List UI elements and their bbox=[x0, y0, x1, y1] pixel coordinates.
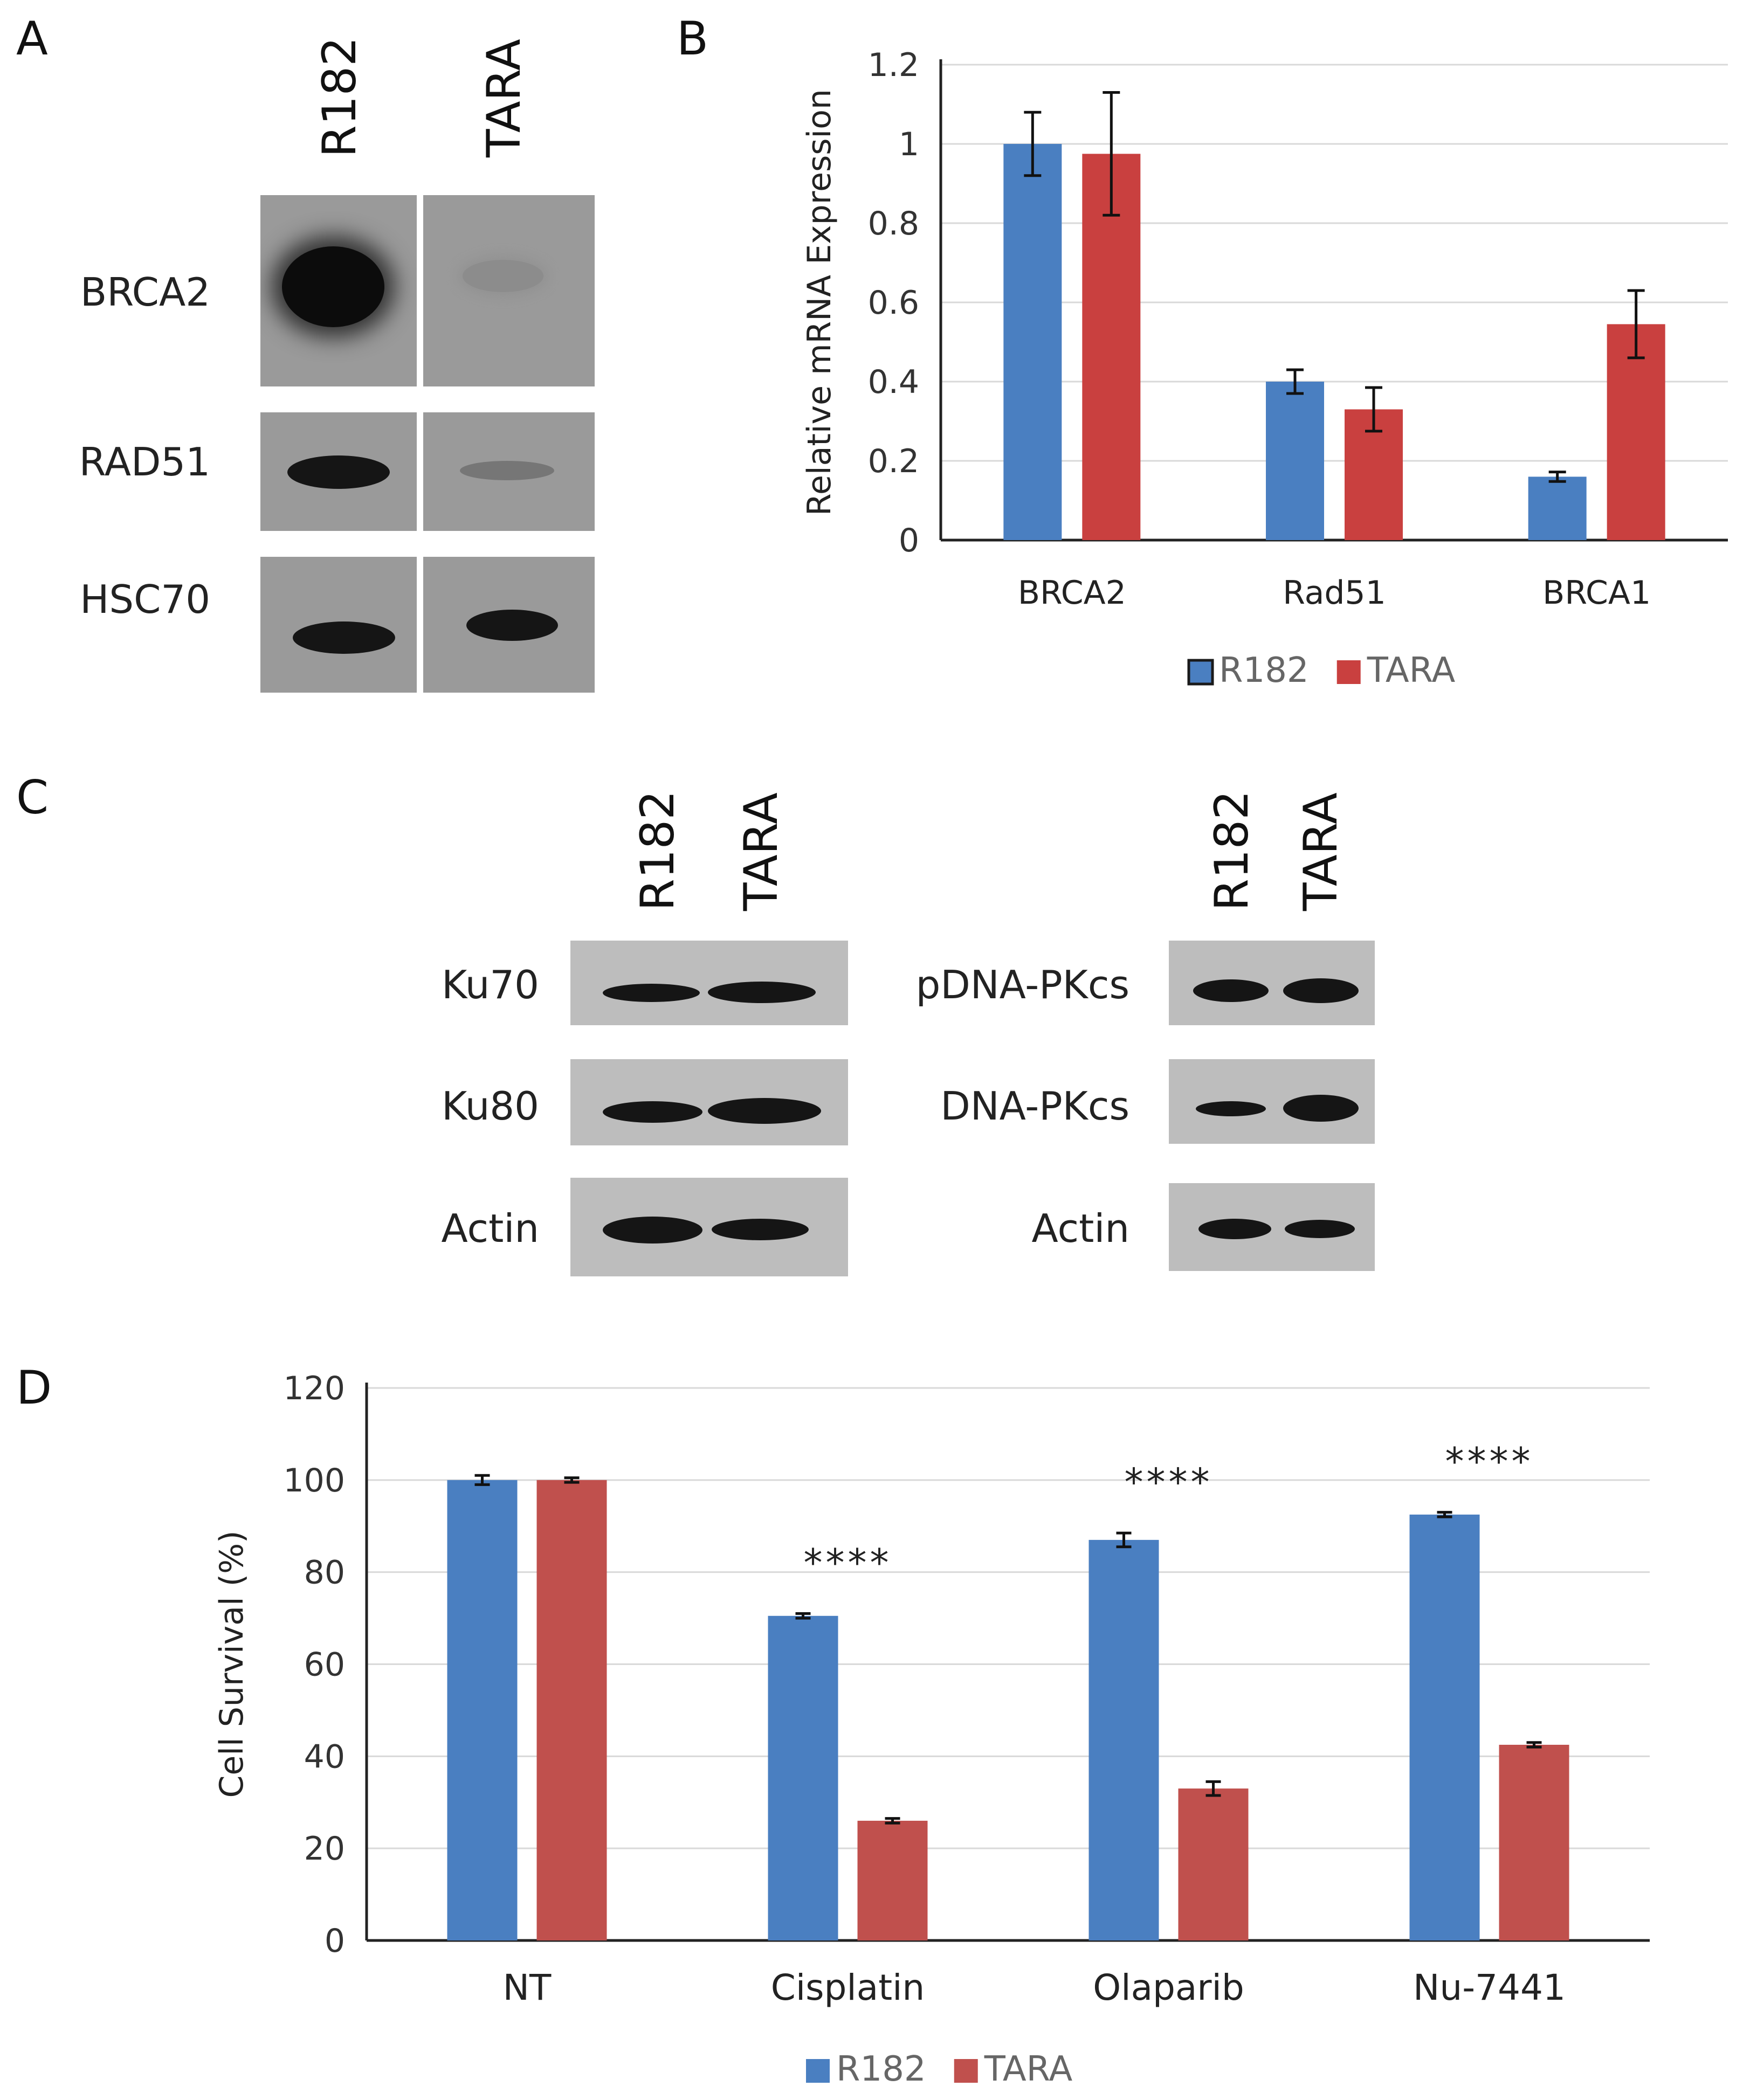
row-label-actin-left: Actin bbox=[441, 1206, 539, 1251]
significance-annotation: **** bbox=[1445, 1440, 1534, 1484]
significance-annotation: **** bbox=[804, 1541, 892, 1585]
row-label-brca2: BRCA2 bbox=[80, 270, 210, 315]
bar-d-tara bbox=[1499, 1744, 1569, 1940]
y-tick-label-d: 40 bbox=[304, 1738, 345, 1776]
blot-ku70 bbox=[570, 941, 848, 1025]
blot-rad51 bbox=[260, 412, 595, 531]
x-category-label-b: Rad51 bbox=[1283, 574, 1386, 612]
panel-letter-a: A bbox=[16, 12, 48, 66]
x-category-label-d: Nu-7441 bbox=[1413, 1967, 1566, 2008]
band-actin-left-tara bbox=[712, 1219, 809, 1240]
bar-d-r182 bbox=[447, 1480, 518, 1940]
bar-b-r182 bbox=[1528, 476, 1587, 540]
y-axis-title-b: Relative mRNA Expression bbox=[801, 89, 838, 516]
x-category-label-d: Cisplatin bbox=[771, 1967, 925, 2008]
row-label-actin-right: Actin bbox=[1031, 1206, 1129, 1251]
band-hsc70-tara bbox=[466, 610, 558, 641]
band-ku80-r182 bbox=[603, 1101, 702, 1123]
bar-d-tara bbox=[1178, 1788, 1249, 1940]
y-tick-label-b: 0.6 bbox=[868, 284, 919, 322]
significance-annotation: **** bbox=[1125, 1460, 1213, 1504]
band-pdna-pkcs-r182 bbox=[1193, 979, 1269, 1002]
y-tick-label-d: 0 bbox=[325, 1922, 345, 1960]
blot-ku80 bbox=[570, 1059, 848, 1145]
blot-hsc70 bbox=[260, 557, 595, 693]
row-label-hsc70: HSC70 bbox=[80, 577, 210, 622]
bar-d-r182 bbox=[1409, 1514, 1480, 1940]
band-rad51-tara bbox=[460, 461, 554, 480]
y-tick-label-b: 0.8 bbox=[868, 205, 919, 243]
y-tick-label-d: 60 bbox=[304, 1646, 345, 1684]
bar-d-r182 bbox=[768, 1615, 838, 1940]
legend-swatch-b-tara bbox=[1336, 660, 1361, 684]
band-ku80-tara bbox=[708, 1098, 821, 1124]
bar-b-r182 bbox=[1003, 144, 1062, 540]
row-label-rad51: RAD51 bbox=[79, 439, 210, 485]
legend-swatch-d-tara bbox=[954, 2059, 978, 2083]
y-tick-label-d: 100 bbox=[283, 1462, 345, 1500]
y-tick-label-b: 1 bbox=[899, 126, 919, 163]
bar-b-tara bbox=[1082, 154, 1141, 540]
legend-swatch-b-r182 bbox=[1187, 659, 1214, 686]
x-category-label-b: BRCA1 bbox=[1542, 574, 1651, 612]
band-ku70-r182 bbox=[603, 984, 700, 1002]
bar-d-tara bbox=[857, 1820, 928, 1940]
y-tick-label-b: 0.2 bbox=[868, 443, 919, 480]
x-category-label-b: BRCA2 bbox=[1018, 574, 1126, 612]
band-actin-right-r182 bbox=[1198, 1219, 1271, 1239]
bar-b-r182 bbox=[1266, 382, 1324, 540]
panel-letter-d: D bbox=[16, 1361, 52, 1415]
y-tick-label-b: 0 bbox=[899, 522, 919, 559]
band-dna-pkcs-tara bbox=[1283, 1095, 1359, 1122]
y-tick-label-d: 80 bbox=[304, 1554, 345, 1592]
blot-brca2 bbox=[260, 195, 595, 386]
band-brca2-tara bbox=[463, 260, 543, 292]
band-dna-pkcs-r182 bbox=[1196, 1101, 1266, 1116]
x-category-label-d: Olaparib bbox=[1093, 1967, 1244, 2008]
y-tick-label-d: 20 bbox=[304, 1830, 345, 1868]
bar-d-r182 bbox=[1088, 1539, 1159, 1940]
legend-swatch-d-r182 bbox=[806, 2059, 830, 2083]
band-brca2-r182 bbox=[282, 246, 384, 327]
band-actin-left-r182 bbox=[603, 1217, 702, 1244]
legend-label-b-r182: R182 bbox=[1219, 651, 1309, 690]
band-rad51-r182 bbox=[287, 455, 390, 489]
band-actin-right-tara bbox=[1285, 1220, 1355, 1238]
x-category-label-d: NT bbox=[503, 1967, 552, 2008]
blot-actin-right bbox=[1169, 1183, 1375, 1271]
y-tick-label-d: 120 bbox=[283, 1370, 345, 1407]
blot-pdna-pkcs bbox=[1169, 941, 1375, 1025]
band-ku70-tara bbox=[708, 982, 816, 1003]
row-label-dna-pkcs: DNA-PKcs bbox=[940, 1083, 1129, 1129]
panel-letter-c: C bbox=[16, 771, 49, 825]
row-label-ku70: Ku70 bbox=[442, 962, 539, 1007]
y-tick-label-b: 0.4 bbox=[868, 363, 919, 401]
row-label-ku80: Ku80 bbox=[442, 1083, 539, 1129]
legend-label-d-r182: R182 bbox=[836, 2049, 926, 2089]
blot-dna-pkcs bbox=[1169, 1059, 1375, 1144]
bar-d-tara bbox=[536, 1480, 607, 1940]
legend-label-b-tara: TARA bbox=[1367, 651, 1456, 690]
band-pdna-pkcs-tara bbox=[1283, 978, 1359, 1003]
blot-actin-left bbox=[570, 1178, 848, 1276]
y-axis-title-d: Cell Survival (%) bbox=[213, 1530, 251, 1798]
y-tick-label-b: 1.2 bbox=[868, 46, 919, 84]
panel-letter-b: B bbox=[677, 12, 708, 66]
band-hsc70-r182 bbox=[293, 621, 395, 654]
bar-b-tara bbox=[1607, 324, 1665, 540]
legend-label-d-tara: TARA bbox=[984, 2049, 1073, 2089]
row-label-pdna-pkcs: pDNA-PKcs bbox=[915, 962, 1129, 1007]
